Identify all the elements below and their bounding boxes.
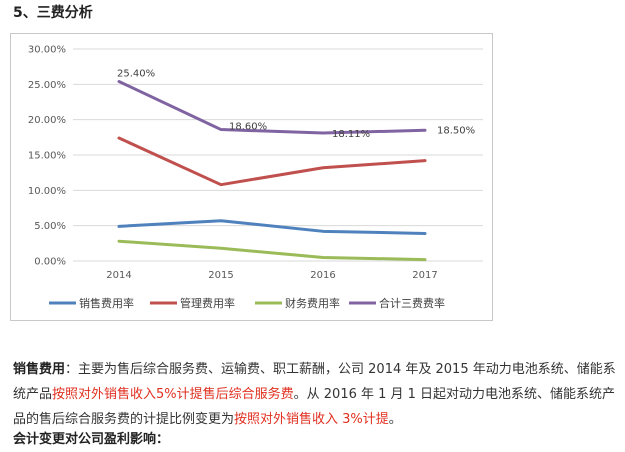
legend-label: 财务费用率 bbox=[285, 296, 340, 310]
x-tick-label: 2014 bbox=[106, 270, 131, 281]
y-tick-label: 5.00% bbox=[34, 221, 66, 232]
data-label: 25.40% bbox=[117, 69, 155, 80]
x-tick-label: 2015 bbox=[208, 270, 233, 281]
series-line bbox=[117, 239, 427, 262]
legend-label: 合计三费费率 bbox=[379, 296, 445, 310]
x-tick-label: 2017 bbox=[412, 270, 437, 281]
y-tick-label: 20.00% bbox=[28, 115, 66, 126]
term-colon: ： bbox=[65, 362, 79, 377]
series-line bbox=[117, 219, 427, 235]
y-tick-label: 25.00% bbox=[28, 80, 66, 91]
y-tick-label: 10.00% bbox=[28, 186, 66, 197]
y-tick-label: 0.00% bbox=[34, 257, 66, 268]
chart-frame: 0.00% 5.00% 10.00% 15.00% 20.00% 25.00% 30.00%… bbox=[10, 33, 493, 321]
legend-label: 销售费用率 bbox=[79, 296, 134, 310]
paragraph-sales-expense: 销售费用：主要为售后综合服务费、运输费、职工薪酬，公司 2014 年及 2015… bbox=[13, 357, 618, 432]
para1-text-2: 。从 2016 年 1 月 1 日起对动力电池系统、储能系统产品的售后综合服务费… bbox=[13, 387, 616, 427]
para1-text-3: 。 bbox=[388, 412, 402, 427]
para1-text-1: 主要为售后综合服务费、运输费、职工薪酬，公司 2014 年及 2015 年动力电… bbox=[13, 362, 616, 402]
para1-highlight-1: 按照对外销售收入5%计提售后综合服务费 bbox=[52, 387, 294, 402]
series-line bbox=[117, 136, 427, 187]
term-sales-expense: 销售费用 bbox=[13, 362, 66, 377]
para1-highlight-2: 按照对外销售收入 3%计提 bbox=[234, 412, 389, 427]
y-tick-label: 30.00% bbox=[28, 45, 66, 56]
section-heading: 5、三费分析 bbox=[13, 5, 93, 21]
series-line bbox=[117, 80, 427, 135]
data-label: 18.50% bbox=[437, 125, 475, 136]
paragraph-accounting-change: 会计变更对公司盈利影响： bbox=[13, 432, 170, 447]
legend-label: 管理费用率 bbox=[180, 296, 235, 310]
y-tick-label: 15.00% bbox=[28, 151, 66, 162]
data-label: 18.11% bbox=[332, 129, 370, 140]
data-label: 18.60% bbox=[229, 122, 267, 133]
x-tick-label: 2016 bbox=[310, 270, 335, 281]
line-chart: 0.00% 5.00% 10.00% 15.00% 20.00% 25.00% 30.00%… bbox=[28, 45, 483, 310]
